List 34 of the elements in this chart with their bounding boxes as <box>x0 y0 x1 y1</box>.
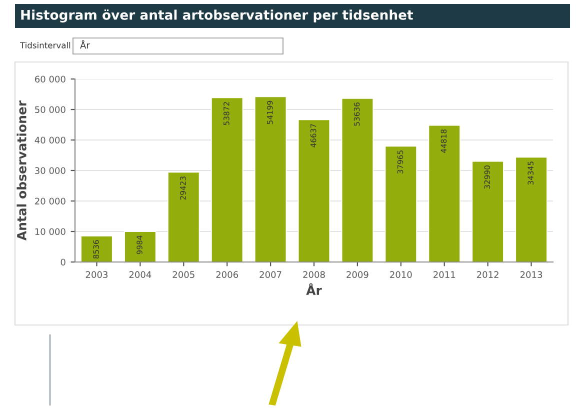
bar <box>124 231 156 262</box>
bar <box>515 156 548 262</box>
y-tick-label: 0 <box>60 258 66 266</box>
y-tick-label: 60 000 <box>35 76 66 83</box>
bar <box>211 97 244 262</box>
x-tick-label: 2012 <box>476 271 498 278</box>
x-tick-label: 2008 <box>303 271 325 278</box>
x-tick-label: 2011 <box>434 271 456 278</box>
x-tick-label: 2013 <box>520 271 542 278</box>
chart-title: Histogram över antal artobservationer per tidsenhet <box>21 9 414 23</box>
bar <box>80 236 113 262</box>
x-tick-label: 2006 <box>216 271 238 278</box>
x-tick-label: 2005 <box>172 271 194 278</box>
y-tick-label: 10 000 <box>35 228 66 236</box>
y-axis-title: Antal observationer <box>16 100 26 241</box>
bar <box>298 119 330 262</box>
y-tick-label: 20 000 <box>35 198 66 205</box>
bar <box>428 124 460 262</box>
chart-subtitle: Tidsintervall <box>20 42 70 48</box>
bar <box>472 160 504 262</box>
x-tick-label: 2010 <box>390 271 412 278</box>
y-tick-label: 30 000 <box>35 167 66 174</box>
text: År <box>80 40 90 48</box>
bar <box>341 98 374 262</box>
x-tick-label: 2003 <box>86 271 108 278</box>
x-tick-label: 2007 <box>260 271 282 278</box>
x-axis-title: År <box>306 283 322 295</box>
y-tick-label: 50 000 <box>35 106 66 114</box>
y-tick-label: 40 000 <box>34 136 66 144</box>
x-tick-label: 2009 <box>346 271 368 278</box>
bar <box>384 146 417 262</box>
x-tick-label: 2004 <box>129 271 152 278</box>
bar <box>254 96 287 262</box>
bar <box>168 172 200 262</box>
